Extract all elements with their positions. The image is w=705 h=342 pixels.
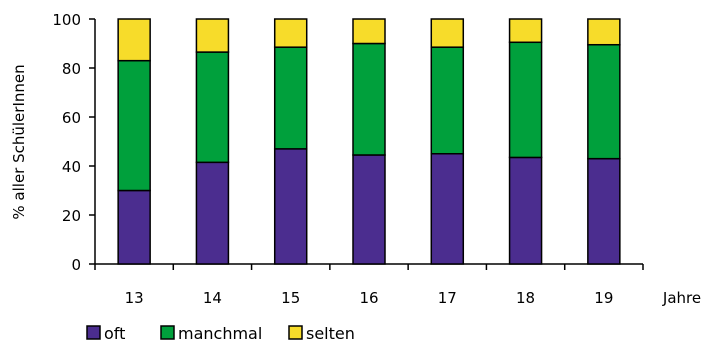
y-tick-label: 40 <box>62 158 81 176</box>
bar-manchmal-14 <box>195 51 230 164</box>
y-axis: 0 20 40 60 80 100 <box>52 11 96 274</box>
bar-manchmal-19 <box>587 43 621 160</box>
y-tick-label: 0 <box>71 256 81 274</box>
bar-oft-18 <box>508 156 543 265</box>
bar-selten-14 <box>195 18 230 53</box>
bar-manchmal-16 <box>352 42 386 156</box>
y-tick-label: 60 <box>62 109 81 127</box>
y-tick-label: 100 <box>52 11 81 29</box>
y-tick-label: 80 <box>62 60 81 78</box>
bar-oft-15 <box>273 148 308 265</box>
bar-oft-17 <box>430 153 465 265</box>
legend-swatch-oft <box>86 325 101 340</box>
y-axis-title: % aller SchülerInnen <box>10 64 28 219</box>
legend: oft manchmal selten <box>86 324 355 342</box>
bar-oft-14 <box>195 161 230 265</box>
bars <box>117 18 621 265</box>
bar-manchmal-15 <box>273 46 308 150</box>
bar-manchmal-17 <box>430 46 465 155</box>
x-tick-label: 16 <box>359 289 378 307</box>
legend-swatch-selten <box>288 325 303 340</box>
x-axis: 13 14 15 16 17 18 19 <box>94 263 644 307</box>
bar-selten-15 <box>273 18 308 48</box>
x-tick-label: 17 <box>438 289 457 307</box>
legend-label-oft: oft <box>104 324 125 342</box>
bar-oft-13 <box>117 189 151 265</box>
y-tick-label: 20 <box>62 207 81 225</box>
x-tick-label: 18 <box>516 289 535 307</box>
bar-selten-13 <box>117 18 151 62</box>
x-axis-unit-label: Jahre <box>662 289 701 307</box>
legend-swatch-manchmal <box>160 325 175 340</box>
bar-selten-18 <box>508 18 543 44</box>
x-tick-label: 14 <box>203 289 222 307</box>
bar-oft-16 <box>352 154 386 265</box>
bar-selten-16 <box>352 18 386 45</box>
x-tick-label: 19 <box>594 289 613 307</box>
x-tick-label: 15 <box>281 289 300 307</box>
bar-oft-19 <box>587 157 621 265</box>
x-tick-label: 13 <box>125 289 144 307</box>
bar-manchmal-13 <box>117 59 151 192</box>
bar-manchmal-18 <box>508 41 543 159</box>
bar-selten-19 <box>587 18 621 46</box>
legend-label-selten: selten <box>306 324 355 342</box>
bar-selten-17 <box>430 18 465 48</box>
legend-label-manchmal: manchmal <box>178 324 262 342</box>
